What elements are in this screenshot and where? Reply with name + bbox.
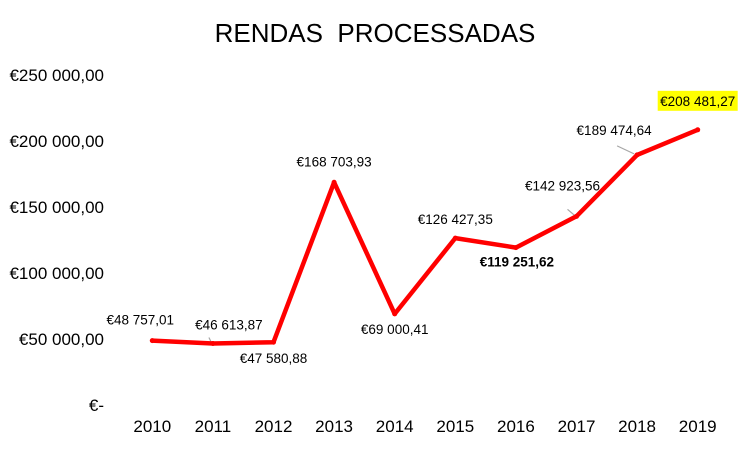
x-tick-label: 2018 (618, 417, 656, 436)
series-line (150, 127, 700, 346)
y-tick-label: €- (89, 396, 104, 415)
data-point-2016 (513, 245, 519, 251)
data-label-2013: €168 703,93 (297, 154, 372, 169)
data-point-2019 (695, 127, 701, 133)
y-tick-label: €150 000,00 (9, 198, 104, 217)
x-axis: 2010 2011 2012 2013 2014 2015 2016 2017 2018 2019 (133, 417, 716, 436)
data-label-2016: €119 251,62 (480, 255, 554, 270)
data-label-2012: €47 580,88 (240, 351, 308, 366)
y-axis: €- €50 000,00 €100 000,00 €150 000,00 €200 0… (9, 66, 104, 415)
chart-title: RENDAS PROCESSADAS (215, 18, 536, 48)
data-labels: €48 757,01 €46 613,87 €47 580,88 €168 703,9… (107, 90, 738, 366)
data-point-2014 (392, 311, 398, 317)
data-point-2012 (271, 339, 276, 345)
series-layer (149, 127, 701, 346)
highlight-label-box (657, 90, 738, 111)
y-tick-label: €200 000,00 (9, 132, 104, 151)
x-tick-label: 2019 (679, 417, 717, 436)
y-tick-label: €250 000,00 (9, 66, 104, 85)
leader-line (616, 145, 635, 155)
data-point-2011 (210, 340, 216, 346)
data-label-2015: €126 427,35 (418, 212, 493, 227)
data-label-2010: €48 757,01 (107, 313, 175, 328)
label-leader-lines (208, 145, 635, 344)
data-point-2018 (634, 152, 640, 158)
x-tick-label: 2015 (436, 417, 474, 436)
data-label-2018: €189 474,64 (577, 123, 653, 138)
data-label-2017: €142 923,56 (525, 178, 600, 193)
x-tick-label: 2016 (497, 417, 535, 436)
y-tick-label: €50 000,00 (19, 330, 104, 349)
data-point-2017 (574, 213, 579, 219)
x-tick-label: 2013 (315, 417, 353, 436)
leader-line (567, 208, 575, 216)
data-label-2019: €208 481,27 (660, 94, 735, 109)
y-tick-label: €100 000,00 (9, 264, 104, 283)
data-point-2013 (331, 179, 337, 185)
data-label-2011: €46 613,87 (195, 317, 263, 332)
data-point-2010 (149, 338, 155, 344)
x-tick-label: 2010 (133, 417, 171, 436)
x-tick-label: 2014 (376, 417, 414, 436)
data-point-2015 (452, 235, 458, 241)
x-tick-label: 2012 (255, 417, 293, 436)
data-label-2014: €69 000,41 (361, 322, 429, 337)
x-tick-label: 2011 (195, 417, 232, 436)
x-tick-label: 2017 (558, 417, 596, 436)
